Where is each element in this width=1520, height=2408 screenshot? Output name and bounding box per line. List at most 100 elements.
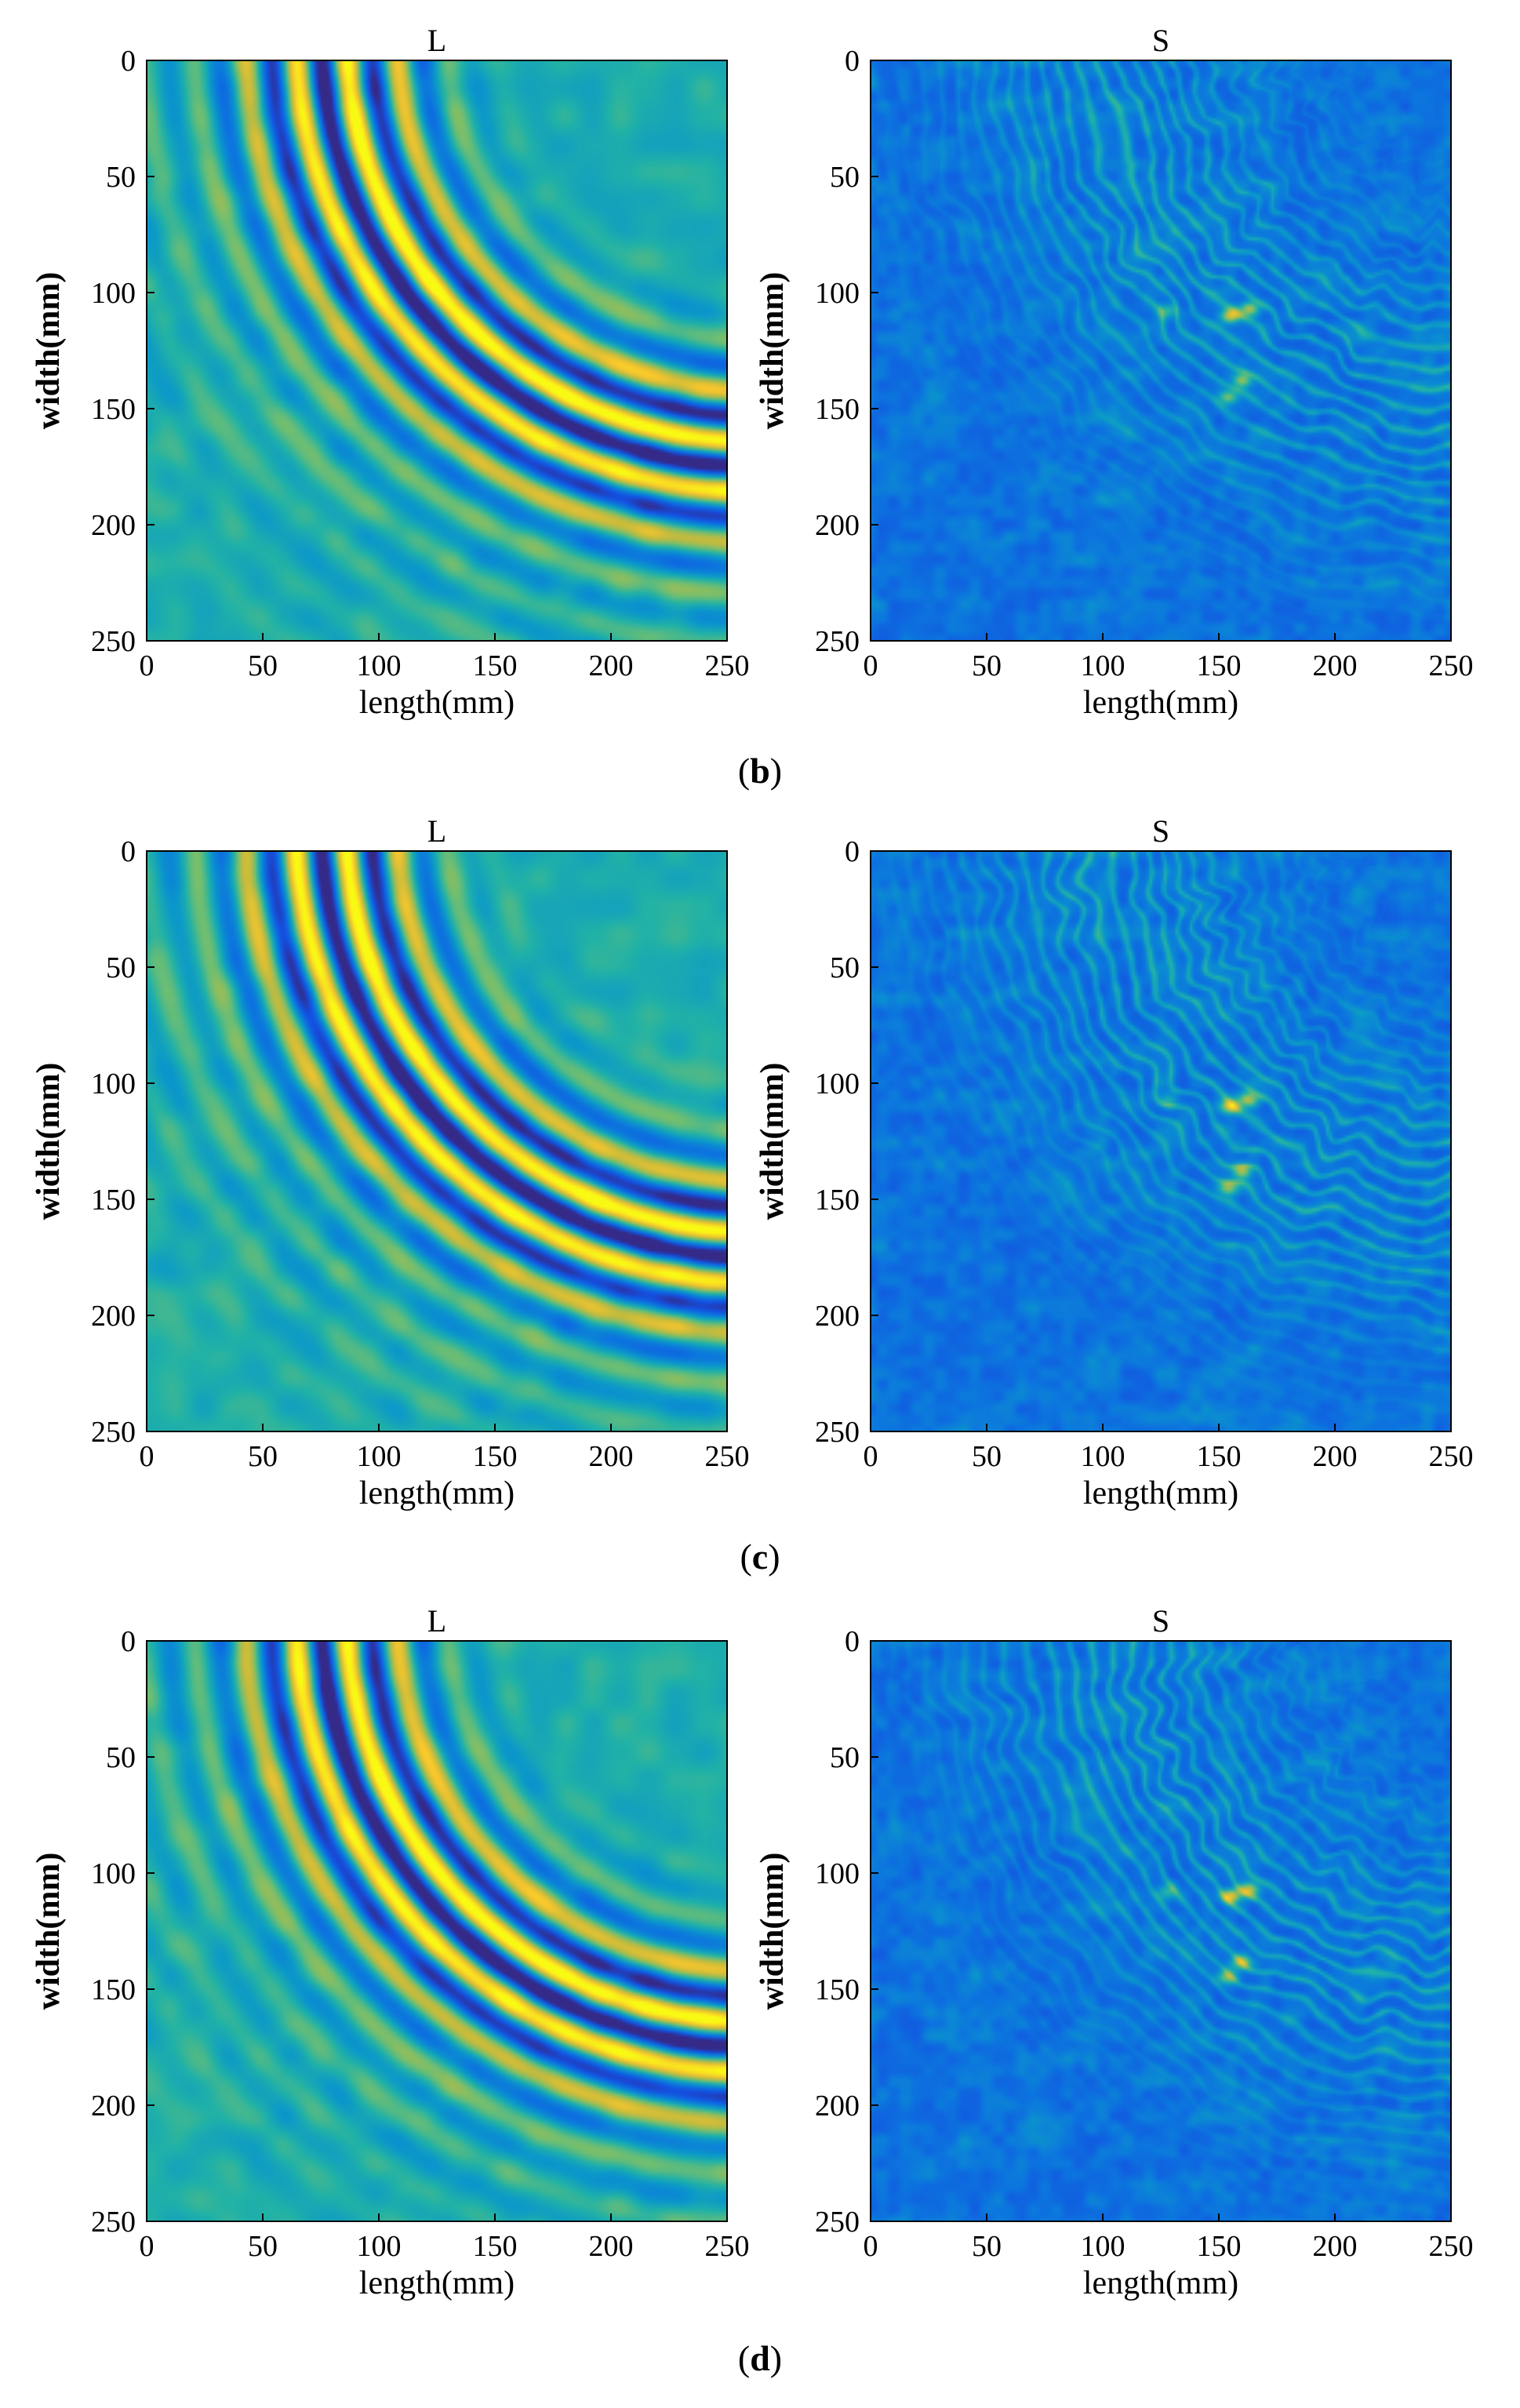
y-tick-label: 200 xyxy=(815,509,860,542)
x-tick-label: 0 xyxy=(140,1440,155,1473)
y-tick-label: 100 xyxy=(91,1068,136,1100)
panel-label-b: (b) xyxy=(738,751,782,791)
panel-label-open: ( xyxy=(738,2338,750,2378)
plot-frame xyxy=(146,850,728,1432)
heatmap-image xyxy=(147,851,727,1431)
y-tick-label: 200 xyxy=(91,509,136,542)
x-tick-label: 50 xyxy=(972,649,1002,682)
y-axis-label: width(mm) xyxy=(755,272,791,430)
heatmap-image xyxy=(871,851,1451,1431)
y-axis-label: width(mm) xyxy=(755,1853,791,2010)
chart-title: S xyxy=(1152,1603,1169,1639)
x-tick-label: 50 xyxy=(248,2230,278,2263)
chart-title: L xyxy=(427,1603,446,1639)
y-tick-label: 0 xyxy=(845,1625,860,1658)
chart-b-S: S0 50 100 150 200 250050100150200250length(mm… xyxy=(755,23,1474,721)
panel-label-letter: d xyxy=(750,2338,770,2378)
y-axis-label: width(mm) xyxy=(31,1853,67,2010)
panel-label-letter: b xyxy=(750,751,770,791)
x-tick-label: 150 xyxy=(473,649,518,682)
panel-label-close: ) xyxy=(768,1537,780,1577)
y-tick-label: 250 xyxy=(91,2206,136,2239)
plot-frame xyxy=(870,850,1452,1432)
y-tick-label: 50 xyxy=(106,161,136,194)
x-tick-label: 100 xyxy=(357,1440,402,1473)
x-tick-label: 250 xyxy=(705,649,750,682)
x-tick-label: 200 xyxy=(1313,2230,1358,2263)
x-tick-label: 250 xyxy=(1429,2230,1474,2263)
x-axis-label: length(mm) xyxy=(1083,2265,1238,2301)
x-tick-label: 0 xyxy=(864,649,878,682)
plot-frame xyxy=(870,60,1452,642)
panel-label-open: ( xyxy=(738,751,750,791)
y-tick-label: 250 xyxy=(815,625,860,658)
charts-layer: L0 50 100 150 200 250050100150200250length(mm… xyxy=(31,23,1474,2301)
heatmap-image xyxy=(147,60,727,641)
y-tick-label: 100 xyxy=(91,277,136,310)
x-tick-label: 100 xyxy=(1081,1440,1125,1473)
x-axis-label: length(mm) xyxy=(1083,685,1238,721)
x-tick-label: 200 xyxy=(589,649,634,682)
heatmap-image xyxy=(871,60,1451,641)
panel-label-c: (c) xyxy=(740,1537,780,1577)
y-tick-label: 200 xyxy=(815,1300,860,1333)
x-tick-label: 200 xyxy=(589,2230,634,2263)
x-tick-label: 100 xyxy=(357,649,402,682)
x-tick-label: 150 xyxy=(1197,2230,1242,2263)
heatmap-image xyxy=(147,1641,727,2221)
x-tick-label: 250 xyxy=(1429,1440,1474,1473)
y-tick-label: 100 xyxy=(91,1857,136,1890)
y-tick-label: 150 xyxy=(91,1973,136,2006)
chart-d-L: L0 50 100 150 200 250050100150200250length(mm… xyxy=(31,1603,750,2301)
x-tick-label: 200 xyxy=(1313,649,1358,682)
plot-frame xyxy=(146,60,728,642)
x-axis-label: length(mm) xyxy=(359,685,515,721)
chart-c-S: S0 50 100 150 200 250050100150200250length(mm… xyxy=(755,813,1474,1511)
y-tick-label: 0 xyxy=(121,835,136,868)
heatmap-image xyxy=(871,1641,1451,2221)
y-tick-label: 250 xyxy=(815,1416,860,1449)
x-tick-label: 150 xyxy=(473,1440,518,1473)
x-tick-label: 100 xyxy=(1081,649,1125,682)
y-axis-label: width(mm) xyxy=(755,1063,791,1220)
x-tick-label: 100 xyxy=(1081,2230,1125,2263)
x-tick-label: 50 xyxy=(972,1440,1002,1473)
y-tick-label: 0 xyxy=(121,1625,136,1658)
chart-c-L: L0 50 100 150 200 250050100150200250length(mm… xyxy=(31,813,750,1511)
x-tick-label: 250 xyxy=(1429,649,1474,682)
chart-title: L xyxy=(427,813,446,849)
y-tick-label: 100 xyxy=(815,1857,860,1890)
x-tick-label: 150 xyxy=(473,2230,518,2263)
chart-d-S: S0 50 100 150 200 250050100150200250length(mm… xyxy=(755,1603,1474,2301)
x-tick-label: 250 xyxy=(705,2230,750,2263)
y-tick-label: 50 xyxy=(830,161,860,194)
y-tick-label: 150 xyxy=(91,393,136,426)
x-tick-label: 0 xyxy=(864,1440,878,1473)
y-tick-label: 0 xyxy=(121,45,136,78)
y-tick-label: 100 xyxy=(815,277,860,310)
y-tick-label: 50 xyxy=(106,951,136,984)
panel-label-close: ) xyxy=(770,2338,782,2378)
x-tick-label: 150 xyxy=(1197,649,1242,682)
x-tick-label: 50 xyxy=(248,649,278,682)
y-tick-label: 200 xyxy=(91,1300,136,1333)
y-tick-label: 50 xyxy=(830,951,860,984)
y-tick-label: 0 xyxy=(845,45,860,78)
x-tick-label: 100 xyxy=(357,2230,402,2263)
plot-frame xyxy=(870,1640,1452,2222)
x-tick-label: 0 xyxy=(140,2230,155,2263)
x-tick-label: 150 xyxy=(1197,1440,1242,1473)
chart-title: S xyxy=(1152,813,1169,849)
y-tick-label: 250 xyxy=(91,1416,136,1449)
panel-label-open: ( xyxy=(740,1537,751,1577)
y-tick-label: 50 xyxy=(830,1741,860,1774)
y-tick-label: 150 xyxy=(815,1973,860,2006)
y-tick-label: 50 xyxy=(106,1741,136,1774)
y-axis-label: width(mm) xyxy=(31,1063,67,1220)
y-tick-label: 250 xyxy=(91,625,136,658)
chart-b-L: L0 50 100 150 200 250050100150200250length(mm… xyxy=(31,23,750,721)
x-axis-label: length(mm) xyxy=(359,1475,515,1511)
panel-label-d: (d) xyxy=(738,2338,782,2378)
y-tick-label: 150 xyxy=(815,1184,860,1217)
